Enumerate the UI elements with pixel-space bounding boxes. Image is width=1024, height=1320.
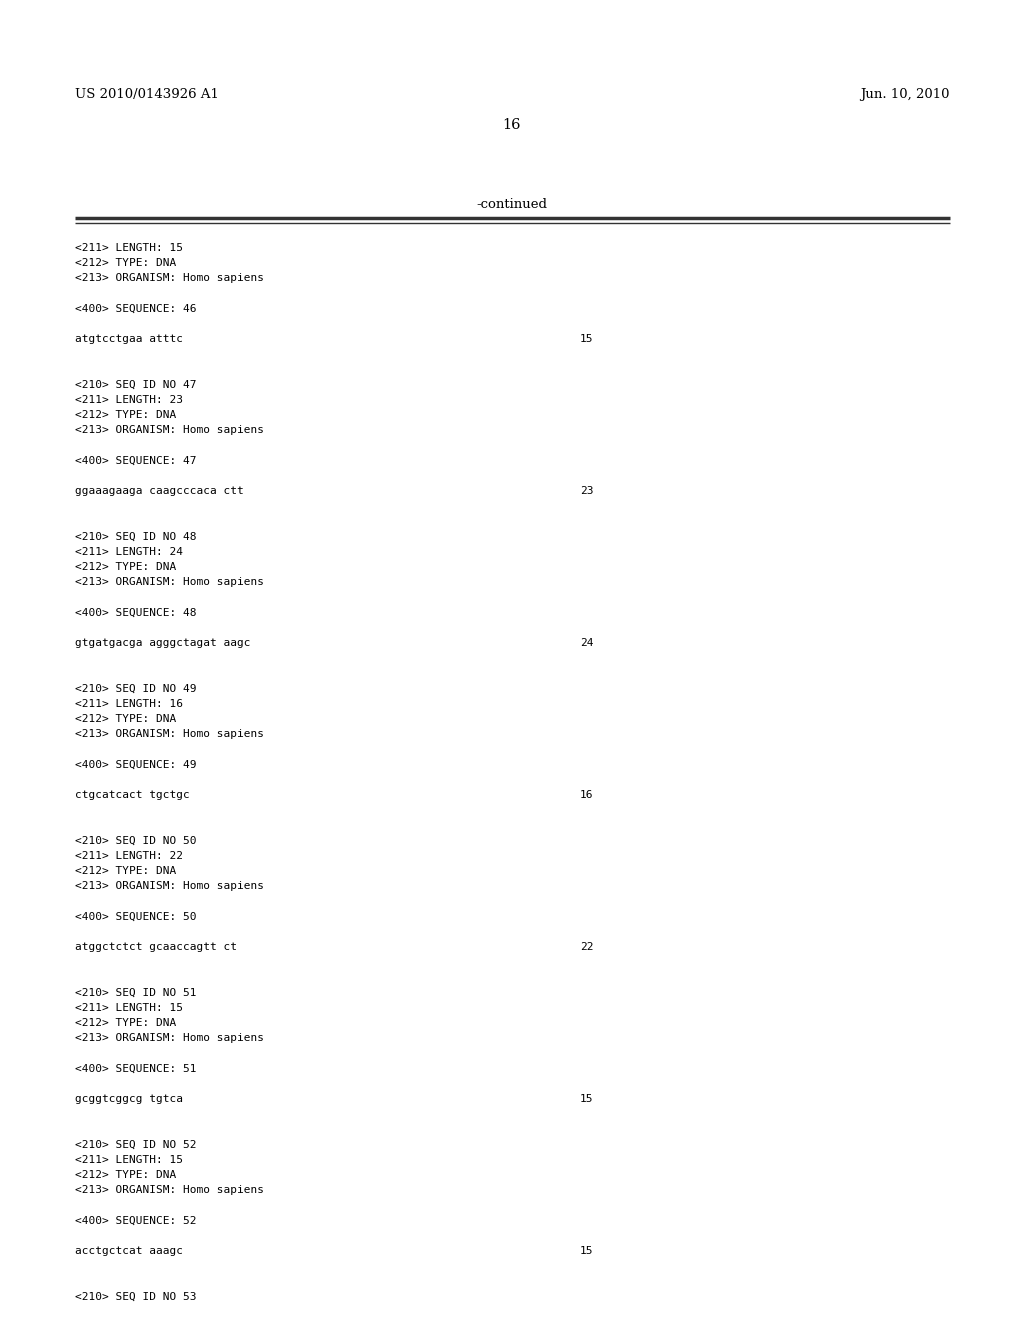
Text: <213> ORGANISM: Homo sapiens: <213> ORGANISM: Homo sapiens — [75, 577, 264, 587]
Text: <400> SEQUENCE: 46: <400> SEQUENCE: 46 — [75, 304, 197, 314]
Text: <210> SEQ ID NO 47: <210> SEQ ID NO 47 — [75, 380, 197, 389]
Text: <212> TYPE: DNA: <212> TYPE: DNA — [75, 866, 176, 876]
Text: <212> TYPE: DNA: <212> TYPE: DNA — [75, 411, 176, 420]
Text: 15: 15 — [580, 334, 594, 345]
Text: gcggtcggcg tgtca: gcggtcggcg tgtca — [75, 1094, 183, 1105]
Text: <400> SEQUENCE: 48: <400> SEQUENCE: 48 — [75, 607, 197, 618]
Text: <400> SEQUENCE: 51: <400> SEQUENCE: 51 — [75, 1064, 197, 1073]
Text: <400> SEQUENCE: 50: <400> SEQUENCE: 50 — [75, 912, 197, 921]
Text: <213> ORGANISM: Homo sapiens: <213> ORGANISM: Homo sapiens — [75, 1185, 264, 1196]
Text: 24: 24 — [580, 638, 594, 648]
Text: 15: 15 — [580, 1094, 594, 1105]
Text: <211> LENGTH: 15: <211> LENGTH: 15 — [75, 1155, 183, 1166]
Text: atggctctct gcaaccagtt ct: atggctctct gcaaccagtt ct — [75, 942, 237, 952]
Text: <212> TYPE: DNA: <212> TYPE: DNA — [75, 1018, 176, 1028]
Text: <211> LENGTH: 16: <211> LENGTH: 16 — [75, 700, 183, 709]
Text: <211> LENGTH: 15: <211> LENGTH: 15 — [75, 1003, 183, 1012]
Text: <400> SEQUENCE: 52: <400> SEQUENCE: 52 — [75, 1216, 197, 1226]
Text: acctgctcat aaagc: acctgctcat aaagc — [75, 1246, 183, 1257]
Text: <213> ORGANISM: Homo sapiens: <213> ORGANISM: Homo sapiens — [75, 273, 264, 284]
Text: <213> ORGANISM: Homo sapiens: <213> ORGANISM: Homo sapiens — [75, 1034, 264, 1043]
Text: <210> SEQ ID NO 52: <210> SEQ ID NO 52 — [75, 1139, 197, 1150]
Text: 15: 15 — [580, 1246, 594, 1257]
Text: <213> ORGANISM: Homo sapiens: <213> ORGANISM: Homo sapiens — [75, 882, 264, 891]
Text: -continued: -continued — [476, 198, 548, 211]
Text: gtgatgacga agggctagat aagc: gtgatgacga agggctagat aagc — [75, 638, 251, 648]
Text: <212> TYPE: DNA: <212> TYPE: DNA — [75, 259, 176, 268]
Text: <210> SEQ ID NO 51: <210> SEQ ID NO 51 — [75, 987, 197, 998]
Text: 23: 23 — [580, 486, 594, 496]
Text: 22: 22 — [580, 942, 594, 952]
Text: US 2010/0143926 A1: US 2010/0143926 A1 — [75, 88, 219, 102]
Text: ggaaagaaga caagcccaca ctt: ggaaagaaga caagcccaca ctt — [75, 486, 244, 496]
Text: <213> ORGANISM: Homo sapiens: <213> ORGANISM: Homo sapiens — [75, 730, 264, 739]
Text: <210> SEQ ID NO 48: <210> SEQ ID NO 48 — [75, 532, 197, 541]
Text: <210> SEQ ID NO 49: <210> SEQ ID NO 49 — [75, 684, 197, 694]
Text: <211> LENGTH: 15: <211> LENGTH: 15 — [75, 243, 183, 253]
Text: Jun. 10, 2010: Jun. 10, 2010 — [860, 88, 950, 102]
Text: <212> TYPE: DNA: <212> TYPE: DNA — [75, 562, 176, 572]
Text: <400> SEQUENCE: 49: <400> SEQUENCE: 49 — [75, 760, 197, 770]
Text: <211> LENGTH: 23: <211> LENGTH: 23 — [75, 395, 183, 405]
Text: atgtcctgaa atttc: atgtcctgaa atttc — [75, 334, 183, 345]
Text: <213> ORGANISM: Homo sapiens: <213> ORGANISM: Homo sapiens — [75, 425, 264, 436]
Text: 16: 16 — [580, 791, 594, 800]
Text: <211> LENGTH: 22: <211> LENGTH: 22 — [75, 851, 183, 861]
Text: <210> SEQ ID NO 50: <210> SEQ ID NO 50 — [75, 836, 197, 846]
Text: <212> TYPE: DNA: <212> TYPE: DNA — [75, 714, 176, 725]
Text: 16: 16 — [503, 117, 521, 132]
Text: <211> LENGTH: 24: <211> LENGTH: 24 — [75, 546, 183, 557]
Text: ctgcatcact tgctgc: ctgcatcact tgctgc — [75, 791, 189, 800]
Text: <400> SEQUENCE: 47: <400> SEQUENCE: 47 — [75, 455, 197, 466]
Text: <212> TYPE: DNA: <212> TYPE: DNA — [75, 1171, 176, 1180]
Text: <210> SEQ ID NO 53: <210> SEQ ID NO 53 — [75, 1292, 197, 1302]
